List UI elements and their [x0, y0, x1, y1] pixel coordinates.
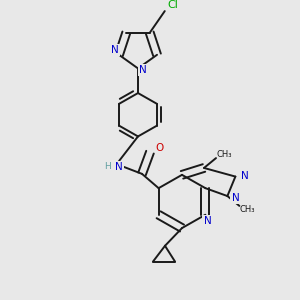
Text: N: N	[232, 193, 239, 203]
Text: H: H	[105, 163, 111, 172]
Text: O: O	[156, 143, 164, 153]
Text: Cl: Cl	[167, 0, 178, 10]
Text: CH₃: CH₃	[216, 150, 232, 159]
Text: N: N	[241, 171, 248, 181]
Text: N: N	[115, 162, 123, 172]
Text: N: N	[203, 216, 211, 226]
Text: N: N	[111, 45, 119, 55]
Text: CH₃: CH₃	[240, 205, 255, 214]
Text: N: N	[139, 65, 147, 75]
